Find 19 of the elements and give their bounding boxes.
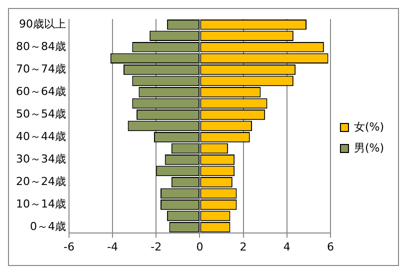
x-tick-label: 2 <box>240 240 247 254</box>
y-tick-label: 0～4歳 <box>30 220 66 234</box>
x-tick-label: 4 <box>283 240 290 254</box>
y-tick-label: 50～54歳 <box>16 108 66 121</box>
legend-label: 男(%) <box>354 141 384 154</box>
y-tick-label: 10～14歳 <box>16 198 66 211</box>
x-tick-label: -2 <box>150 240 162 254</box>
y-tick-label: 40～44歳 <box>16 130 66 144</box>
y-tick-label: 90歳以上 <box>18 17 66 30</box>
y-tick-label: 30～34歳 <box>16 152 66 166</box>
x-tick-label: -6 <box>64 240 74 254</box>
x-tick-label: 0 <box>196 240 204 254</box>
y-tick-label: 80～84歳 <box>16 40 66 53</box>
legend-label: 女(%) <box>354 120 384 134</box>
x-tick-label: -4 <box>107 240 118 254</box>
y-tick-label: 20～24歳 <box>16 175 66 188</box>
x-tick-label: 6 <box>326 240 334 254</box>
y-tick-label: 70～74歳 <box>16 62 66 76</box>
y-tick-label: 60～64歳 <box>16 85 66 98</box>
